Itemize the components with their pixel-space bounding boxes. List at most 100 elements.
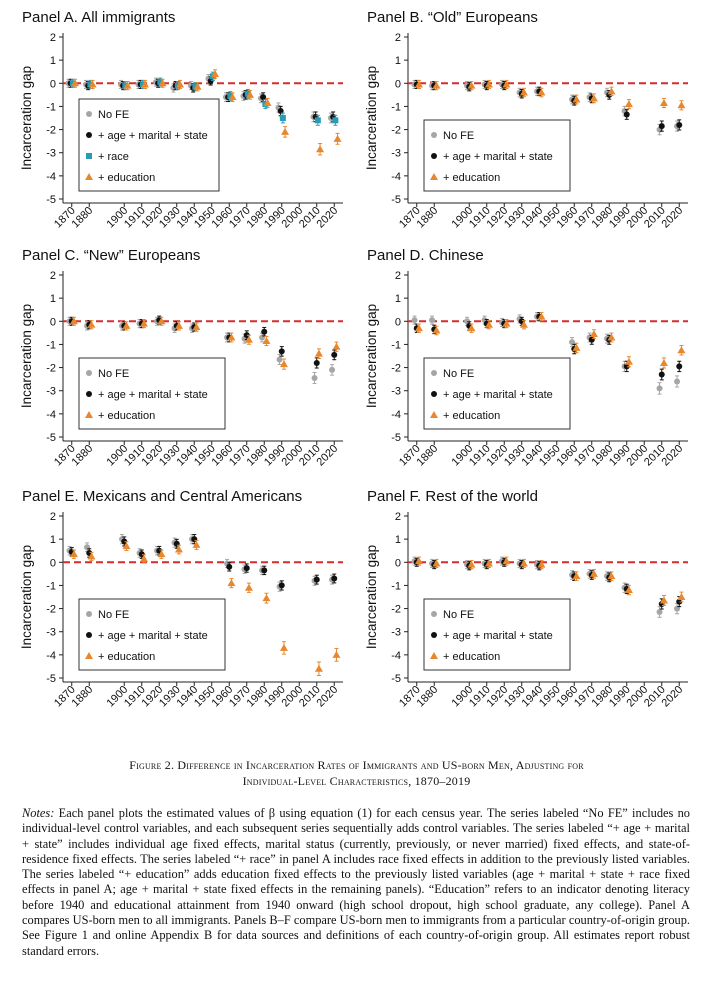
y-tick-label: -3: [391, 627, 401, 639]
y-tick-label: 0: [50, 316, 56, 328]
data-point: [157, 550, 166, 558]
legend-box: [78, 357, 226, 430]
legend-marker: [86, 370, 92, 376]
legend-label: + education: [98, 651, 155, 663]
y-tick-label: -3: [391, 386, 401, 398]
data-point: [589, 94, 598, 102]
data-point: [227, 93, 234, 100]
series-4: [71, 69, 342, 156]
data-point: [121, 538, 128, 545]
chart-panel-3: Panel C. “New” Europeans Incarceration ga…: [19, 247, 343, 468]
data-point: [244, 90, 251, 97]
y-tick-label: -1: [46, 101, 56, 113]
legend-marker: [431, 132, 437, 138]
y-tick-label: -1: [391, 339, 401, 351]
data-point: [314, 664, 323, 672]
data-point: [123, 81, 132, 89]
series-3: [414, 312, 686, 369]
y-tick-label: -5: [46, 673, 56, 685]
y-axis-label: Incarceration gap: [19, 304, 34, 408]
data-point: [589, 569, 598, 577]
data-point: [88, 80, 97, 88]
y-axis-label: Incarceration gap: [19, 545, 34, 649]
x-tick-label: 1880: [415, 205, 441, 231]
data-point: [263, 98, 272, 106]
legend-box: [78, 598, 226, 671]
data-point: [332, 650, 341, 658]
data-point: [262, 594, 271, 602]
data-point: [572, 343, 581, 351]
legend-label: + education: [443, 651, 500, 663]
data-point: [432, 81, 441, 89]
data-point: [139, 319, 148, 327]
data-point: [316, 145, 325, 153]
data-point: [226, 563, 233, 570]
legend-label: + age + marital + state: [98, 389, 208, 401]
legend-label: No FE: [443, 130, 474, 142]
y-tick-label: -4: [391, 171, 401, 183]
legend-marker: [431, 391, 437, 397]
data-point: [502, 557, 511, 565]
y-tick-label: 1: [395, 534, 401, 546]
x-tick-label: 1880: [415, 443, 441, 469]
y-tick-label: 2: [395, 270, 401, 282]
data-point: [467, 560, 476, 568]
data-point: [467, 81, 476, 89]
data-point: [71, 79, 80, 87]
data-point: [537, 88, 546, 96]
data-point: [467, 324, 476, 332]
data-point: [569, 339, 576, 346]
data-point: [502, 319, 511, 327]
legend-box: [423, 119, 571, 192]
legend-marker: [431, 370, 437, 376]
legend-marker: [85, 173, 93, 180]
x-tick-label: 2020: [660, 684, 686, 710]
y-tick-label: -2: [391, 604, 401, 616]
panel-title: Panel D. Chinese: [367, 247, 484, 264]
y-tick-label: 0: [395, 78, 401, 90]
data-point: [484, 320, 493, 328]
legend-marker: [431, 153, 437, 159]
data-point: [193, 82, 202, 90]
data-point: [659, 98, 668, 106]
figure-caption: Figure 2. Difference in Incarceration Ra…: [40, 757, 673, 789]
data-point: [87, 552, 96, 560]
panel-title: Panel F. Rest of the world: [367, 488, 538, 505]
y-tick-label: 0: [50, 78, 56, 90]
data-point: [314, 117, 321, 124]
x-tick-label: 1880: [70, 443, 96, 469]
data-point: [332, 342, 341, 350]
series-3: [69, 539, 341, 677]
data-point: [411, 317, 418, 324]
legend-box: [423, 357, 571, 430]
legend-marker: [85, 652, 93, 659]
legend-label: + education: [443, 410, 500, 422]
y-tick-label: -1: [391, 101, 401, 113]
y-tick-label: 0: [395, 557, 401, 569]
y-tick-label: 1: [50, 55, 56, 67]
x-tick-label: 1880: [70, 684, 96, 710]
data-point: [677, 346, 686, 354]
data-point: [432, 559, 441, 567]
data-point: [262, 336, 271, 344]
data-point: [313, 359, 320, 366]
data-point: [207, 77, 214, 84]
y-tick-label: -2: [46, 363, 56, 375]
legend-marker: [86, 611, 92, 617]
x-tick-label: 2020: [315, 205, 341, 231]
legend-label: + age + marital + state: [443, 389, 553, 401]
data-point: [572, 572, 581, 580]
y-tick-label: -1: [391, 580, 401, 592]
y-tick-label: -5: [391, 432, 401, 444]
legend-label: + education: [443, 172, 500, 184]
y-tick-label: -2: [46, 125, 56, 137]
legend-marker: [86, 111, 92, 117]
data-point: [656, 609, 663, 616]
data-point: [333, 134, 342, 142]
data-point: [87, 320, 96, 328]
y-tick-label: -5: [391, 194, 401, 206]
legend-marker: [85, 411, 93, 418]
panel-title: Panel C. “New” Europeans: [22, 247, 200, 264]
data-point: [537, 312, 546, 320]
legend-marker: [86, 132, 92, 138]
